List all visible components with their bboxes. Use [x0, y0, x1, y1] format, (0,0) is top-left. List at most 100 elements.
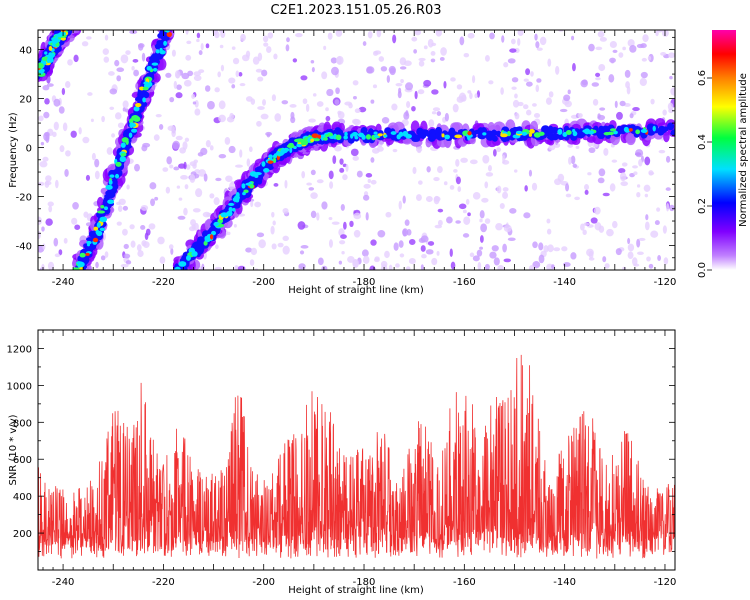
spectrogram-hotspot	[39, 69, 44, 75]
spectrogram-noise-blob	[648, 170, 654, 176]
spectrogram-hotspot	[163, 40, 168, 46]
spectrogram-noise-blob	[64, 169, 69, 177]
spectrogram-noise-blob	[233, 224, 237, 228]
spectrogram-halo	[67, 16, 78, 23]
spectrogram-noise-blob	[123, 243, 129, 250]
spectrogram-noise-blob	[502, 187, 509, 192]
spectrogram-hotspot	[261, 161, 266, 167]
spectrogram-noise-blob	[235, 164, 243, 168]
spectrogram-core	[65, 30, 70, 31]
spectrogram-noise-blob	[42, 85, 50, 91]
spectrogram-noise-blob	[310, 210, 317, 219]
spectrogram-halo	[63, 14, 75, 23]
spectrogram-noise-blob	[131, 66, 135, 71]
spectrogram-halo	[59, 30, 64, 32]
spectrogram-xtick-label: -120	[654, 277, 677, 288]
spectrogram-noise-blob	[340, 234, 347, 240]
spectrogram-noise-blob	[193, 71, 201, 77]
spectrogram-hotspot	[557, 128, 563, 135]
spectrogram-noise-blob	[386, 75, 390, 83]
colorbar-gradient	[712, 30, 736, 270]
spectrogram-hotspot	[109, 174, 115, 178]
spectrogram-noise-blob	[400, 78, 404, 84]
spectrogram-hotspot	[350, 133, 354, 139]
spectrogram-noise-blob	[437, 208, 444, 213]
spectrogram-noise-blob	[292, 58, 298, 63]
spectrogram-hotspot	[365, 134, 371, 140]
spectrogram-halo	[402, 138, 412, 145]
spectrogram-hotspot	[500, 133, 508, 138]
snr-xtick-label: -120	[654, 577, 677, 588]
spectrogram-halo	[76, 30, 80, 31]
spectrogram-noise-blob	[44, 180, 50, 188]
spectrogram-hotspot	[280, 148, 286, 155]
spectrogram-noise-blob	[633, 171, 638, 176]
spectrogram-noise-blob	[169, 164, 174, 169]
spectrogram-noise-blob	[456, 176, 461, 185]
spectrogram-noise-blob	[125, 260, 132, 265]
spectrogram-noise-blob	[140, 204, 149, 211]
spectrogram-halo	[70, 13, 77, 21]
spectrogram-noise-blob	[339, 158, 344, 165]
spectrogram-noise-blob	[78, 127, 82, 135]
spectrogram-noise-blob	[218, 153, 227, 159]
spectrogram-noise-blob	[218, 100, 226, 110]
spectrogram-noise-blob	[174, 70, 181, 79]
spectrogram-hotspot	[68, 19, 75, 23]
spectrogram-noise-blob	[616, 111, 623, 120]
spectrogram-hotspot	[95, 229, 100, 235]
spectrogram-noise-blob	[500, 87, 504, 95]
spectrogram-noise-blob	[612, 49, 618, 53]
spectrogram-noise-blob	[262, 99, 267, 106]
spectrogram-noise-blob	[662, 225, 667, 234]
spectrogram-noise-blob	[561, 246, 568, 252]
spectrogram-noise-blob	[133, 69, 140, 77]
spectrogram-noise-blob	[274, 113, 282, 122]
spectrogram-noise-blob	[572, 63, 576, 72]
spectrogram-noise-blob	[262, 35, 269, 43]
spectrogram-core	[550, 126, 559, 134]
spectrogram-hotspot	[588, 130, 595, 135]
spectrogram-noise-blob	[102, 48, 109, 55]
spectrogram-noise-blob	[458, 203, 467, 210]
spectrogram-noise-blob	[597, 114, 606, 121]
spectrogram-noise-blob	[469, 252, 475, 258]
spectrogram-core	[69, 17, 75, 24]
spectrogram-noise-blob	[514, 112, 520, 120]
spectrogram-noise-blob	[271, 243, 277, 250]
spectrogram-noise-blob	[580, 223, 585, 231]
spectrogram-noise-blob	[308, 187, 315, 191]
spectrogram-noise-blob	[341, 251, 345, 255]
spectrogram-core	[68, 19, 73, 27]
spectrogram-noise-blob	[606, 228, 614, 237]
spectrogram-noise-blob	[532, 103, 537, 107]
spectrogram-noise-blob	[452, 103, 459, 113]
spectrogram-noise-blob	[168, 244, 174, 250]
spectrogram-noise-blob	[535, 41, 540, 49]
spectrogram-noise-blob	[159, 256, 166, 264]
spectrogram-noise-blob	[234, 265, 239, 270]
spectrogram-noise-blob	[547, 58, 552, 67]
spectrogram-core	[67, 17, 74, 26]
spectrogram-noise-blob	[371, 148, 380, 154]
spectrogram-noise-blob	[354, 108, 361, 114]
spectrogram-hotspot	[242, 192, 246, 196]
spectrogram-noise-blob	[570, 252, 577, 260]
colorbar-tick-label: 0.6	[697, 70, 708, 86]
spectrogram-noise-blob	[172, 140, 181, 150]
spectrogram-noise-blob	[205, 139, 211, 148]
spectrogram-hotspot	[105, 184, 113, 190]
spectrogram-core	[347, 135, 356, 144]
spectrogram-noise-blob	[182, 141, 188, 150]
spectrogram-noise-blob	[150, 198, 156, 207]
spectrogram-noise-blob	[277, 242, 284, 248]
spectrogram-noise-blob	[166, 156, 173, 165]
spectrogram-noise-blob	[183, 79, 192, 87]
spectrogram-noise-blob	[191, 224, 196, 230]
spectrogram-noise-blob	[41, 226, 45, 232]
spectrogram-noise-blob	[122, 205, 129, 211]
spectrogram-noise-blob	[525, 81, 533, 87]
spectrogram-xtick-label: -180	[353, 277, 376, 288]
spectrogram-noise-blob	[261, 69, 268, 77]
spectrogram-noise-blob	[321, 201, 328, 210]
